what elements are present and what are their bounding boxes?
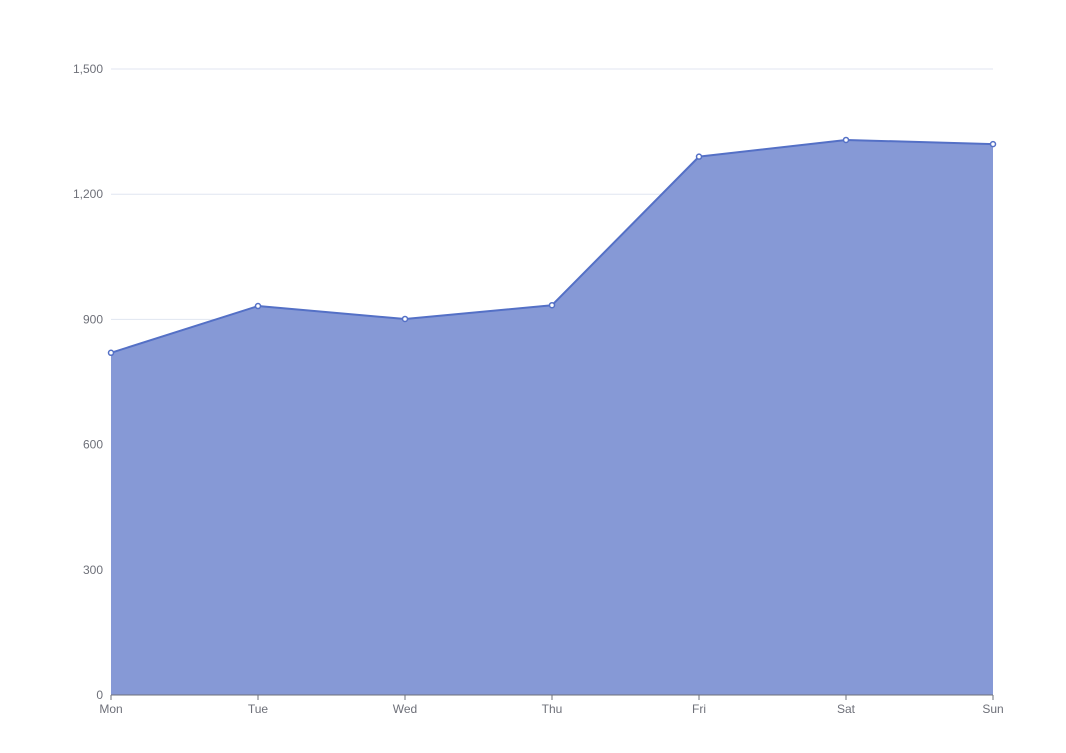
y-tick-label: 1,200 — [73, 187, 103, 201]
series-area — [111, 139, 993, 696]
x-tick-label: Thu — [542, 702, 563, 716]
x-tick-label: Tue — [248, 702, 269, 716]
x-tick-label: Fri — [692, 702, 706, 716]
data-point-wed — [401, 315, 409, 323]
x-tick-label: Mon — [99, 702, 122, 716]
y-tick-label: 0 — [96, 688, 103, 702]
data-point-fri — [695, 153, 703, 160]
data-point-tue — [254, 302, 262, 310]
x-tick-label: Sun — [982, 702, 1003, 716]
tick-labels: 0 300 600 900 1,200 1,500 Mon Tue Wed Thu Fri Sat Su… — [73, 62, 1004, 716]
data-point-thu — [548, 301, 556, 309]
data-point-sun — [989, 140, 997, 148]
x-tick-label: Wed — [393, 702, 417, 716]
area-layer — [111, 139, 993, 696]
data-points — [107, 136, 997, 357]
y-tick-label: 600 — [83, 438, 103, 452]
data-point-mon — [107, 349, 115, 357]
x-tick-label: Sat — [837, 702, 856, 716]
data-point-sat — [842, 136, 850, 144]
y-tick-label: 900 — [83, 312, 103, 326]
y-tick-label: 300 — [83, 563, 103, 577]
axes — [110, 694, 994, 700]
y-tick-label: 1,500 — [73, 62, 103, 76]
